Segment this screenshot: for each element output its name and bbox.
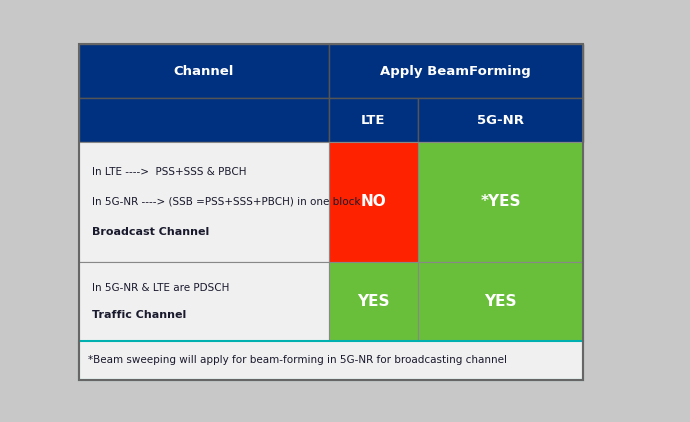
Text: *YES: *YES xyxy=(480,195,521,209)
Bar xyxy=(79,262,328,341)
Bar xyxy=(328,44,583,98)
Bar xyxy=(79,98,328,142)
Text: Broadcast Channel: Broadcast Channel xyxy=(92,227,209,237)
Text: Channel: Channel xyxy=(174,65,234,78)
Bar xyxy=(79,44,328,98)
Bar xyxy=(418,98,583,142)
Text: In 5G-NR ----> (SSB =PSS+SSS+PBCH) in one block: In 5G-NR ----> (SSB =PSS+SSS+PBCH) in on… xyxy=(92,197,360,207)
Bar xyxy=(79,44,583,380)
Bar xyxy=(328,142,418,262)
Bar xyxy=(79,142,328,262)
Text: In LTE ---->  PSS+SSS & PBCH: In LTE ----> PSS+SSS & PBCH xyxy=(92,167,246,176)
Text: YES: YES xyxy=(484,294,517,309)
Text: Apply BeamForming: Apply BeamForming xyxy=(380,65,531,78)
Text: YES: YES xyxy=(357,294,390,309)
Text: Traffic Channel: Traffic Channel xyxy=(92,310,186,320)
Bar xyxy=(418,142,583,262)
Bar xyxy=(328,262,418,341)
Bar xyxy=(328,98,418,142)
Text: NO: NO xyxy=(360,195,386,209)
Text: LTE: LTE xyxy=(361,114,386,127)
Bar xyxy=(79,341,583,380)
Text: In 5G-NR & LTE are PDSCH: In 5G-NR & LTE are PDSCH xyxy=(92,283,229,293)
Text: 5G-NR: 5G-NR xyxy=(477,114,524,127)
Text: *Beam sweeping will apply for beam-forming in 5G-NR for broadcasting channel: *Beam sweeping will apply for beam-formi… xyxy=(88,355,506,365)
Bar xyxy=(418,262,583,341)
